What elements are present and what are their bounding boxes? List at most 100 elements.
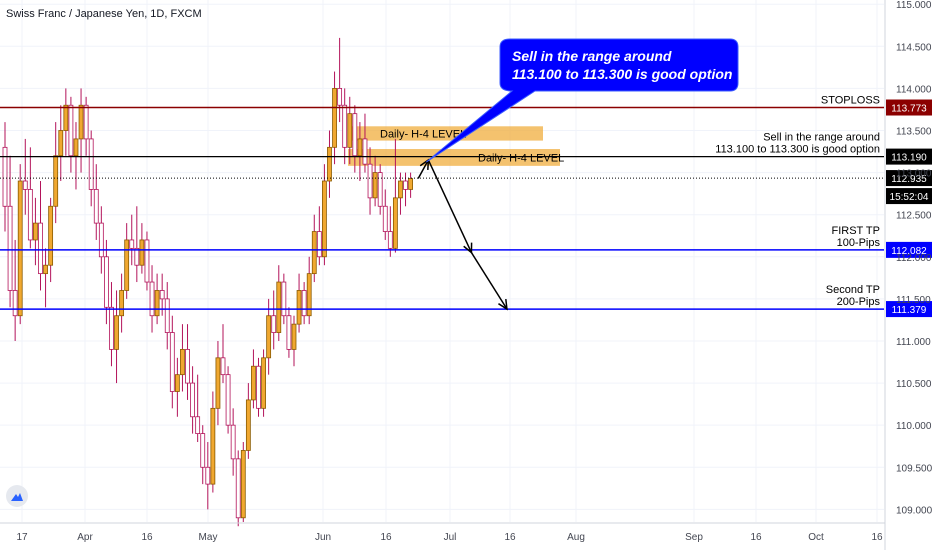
candle-body [2, 146, 8, 207]
candle-body [235, 458, 241, 519]
candle-body [114, 315, 119, 350]
candle-body [245, 399, 251, 451]
candle-body [342, 104, 348, 148]
time-axis-tick-label: 17 [16, 532, 28, 543]
candle-body [159, 290, 165, 300]
candle-body [124, 239, 130, 291]
level-label: 100-Pips [837, 237, 881, 249]
candle-body [210, 407, 216, 485]
candle-body [17, 180, 23, 317]
candle-body [205, 466, 211, 485]
candle-body [164, 298, 170, 333]
projection-arrowhead [498, 298, 508, 311]
candle-body [33, 222, 38, 241]
candle-body [149, 281, 155, 317]
level-label: FIRST TP [832, 225, 881, 237]
time-axis-tick-label: Jun [315, 532, 331, 543]
price-axis-tick-label: 110.500 [896, 379, 932, 390]
level-label: Second TP [826, 284, 880, 296]
symbol-title: Swiss Franc / Japanese Yen, 1D, FXCM [6, 8, 202, 20]
time-axis-tick-label: 16 [504, 532, 516, 543]
candle-body [281, 281, 287, 317]
candle-body [185, 349, 190, 384]
candle-body [104, 256, 109, 308]
candle-body [38, 222, 43, 275]
candle-body [53, 155, 59, 207]
candle-body [352, 113, 358, 157]
candle-body [43, 264, 48, 275]
candle-body [83, 104, 89, 140]
candle-body [332, 88, 337, 148]
candle-body [12, 290, 18, 317]
price-tag [886, 170, 932, 187]
price-axis-tick-label: 110.000 [896, 421, 932, 432]
candle-body [367, 163, 373, 199]
candle-body [154, 290, 160, 317]
level-label: Sell in the range around [763, 132, 880, 144]
tradingview-logo-icon[interactable] [6, 485, 28, 507]
candle-body [220, 357, 226, 376]
candle-body [240, 450, 246, 519]
price-tag [886, 99, 932, 116]
zone-label: Daily- H-4 LEVEL [380, 128, 466, 140]
candle-body [256, 365, 261, 409]
candle-body [311, 231, 317, 275]
candle-body [180, 349, 185, 376]
time-axis-tick-label: Apr [77, 532, 93, 543]
time-axis-tick-label: Jul [444, 532, 457, 543]
candle-body [109, 306, 114, 350]
candle-body [215, 357, 221, 409]
time-axis-tick-label: Aug [567, 532, 585, 543]
projection-segment [470, 252, 508, 310]
candle-body [22, 180, 28, 190]
zone-label: Daily- H-4 LEVEL [478, 152, 564, 164]
countdown-text: 15:52:04 [890, 192, 929, 203]
price-axis-tick-label: 113.000 [896, 169, 932, 180]
time-axis-tick-label: May [199, 532, 218, 543]
candle-body [119, 290, 125, 317]
time-axis-tick-label: 16 [380, 532, 392, 543]
price-tag-text: 113.190 [891, 153, 927, 164]
price-axis-tick-label: 112.500 [896, 211, 932, 222]
candle-body [291, 323, 297, 350]
price-tag-text: 112.082 [891, 246, 927, 257]
level-label: 200-Pips [837, 296, 881, 308]
candle-body [387, 231, 393, 249]
candle-body [88, 138, 94, 190]
time-axis-tick-label: 16 [871, 532, 883, 543]
candle-body [301, 290, 307, 317]
candle-body [286, 315, 292, 350]
candle-body [195, 416, 201, 434]
price-tag [886, 148, 932, 165]
candle-body [129, 239, 135, 249]
price-axis-tick-label: 114.000 [896, 84, 932, 95]
candle-body [63, 104, 69, 131]
candle-body [377, 172, 383, 207]
candle-body [169, 332, 175, 392]
candle-body [403, 180, 408, 190]
candle-body [174, 374, 180, 392]
price-axis-tick-label: 111.000 [896, 337, 931, 348]
candle-body [93, 189, 99, 224]
projection-segment [427, 159, 473, 253]
price-axis-tick-label: 113.500 [896, 127, 932, 138]
callout-bubble [426, 38, 739, 163]
price-tag-text: 111.379 [892, 305, 927, 316]
price-axis-tick-label: 109.500 [896, 463, 932, 474]
candle-body [362, 138, 368, 165]
candle-body [261, 357, 266, 409]
candle-body [271, 315, 277, 333]
time-axis-tick-label: 16 [141, 532, 153, 543]
candle-body [230, 424, 236, 460]
price-axis-tick-label: 112.000 [896, 253, 932, 264]
candle-body [225, 374, 231, 426]
candle-body [7, 205, 13, 291]
price-tag-text: 113.773 [891, 104, 927, 115]
plot-history-area [0, 0, 414, 522]
candle-body [68, 104, 74, 157]
candle-body [27, 189, 33, 241]
time-axis-tick-label: Sep [685, 532, 703, 543]
candle-body [251, 365, 256, 401]
